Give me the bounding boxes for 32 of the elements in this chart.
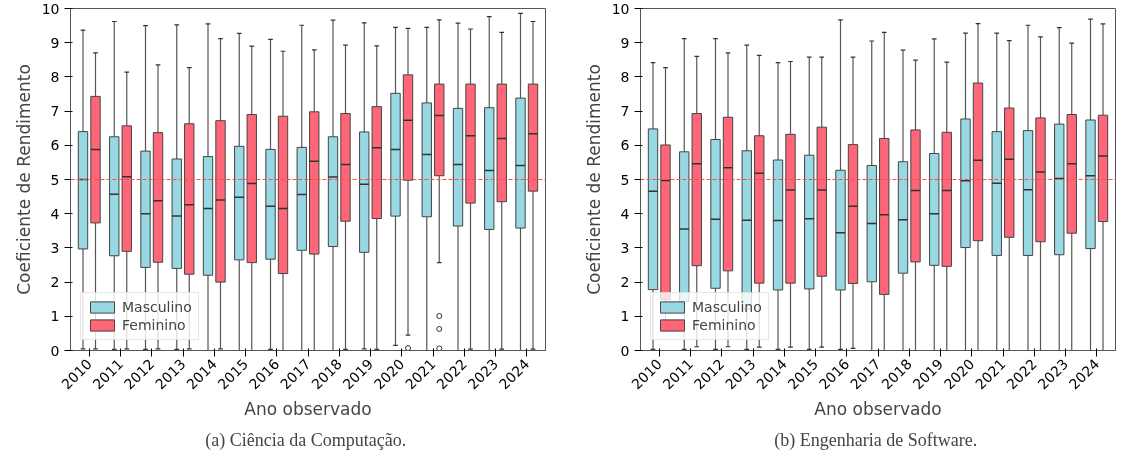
- y-tick-label: 5: [620, 171, 630, 188]
- y-axis-title: Coeficiente de Rendimento: [583, 64, 604, 295]
- y-tick-label: 6: [50, 137, 60, 154]
- legend-label: Feminino: [122, 317, 186, 333]
- legend-label: Masculino: [692, 299, 762, 315]
- text: (b) Engenharia de Software.: [774, 429, 978, 451]
- x-axis-title: Ano observado: [814, 398, 942, 419]
- y-tick-label: 8: [50, 68, 60, 85]
- legend-label: Masculino: [122, 299, 192, 315]
- y-tick-label: 3: [50, 239, 60, 256]
- y-tick-label: 10: [41, 0, 60, 17]
- y-tick-label: 2: [620, 274, 630, 291]
- legend-label: Feminino: [692, 317, 756, 333]
- y-tick-label: 4: [50, 205, 60, 222]
- y-tick-label: 3: [620, 239, 630, 256]
- y-tick-label: 8: [620, 68, 630, 85]
- y-tick-label: 9: [620, 34, 630, 51]
- y-tick-label: 6: [620, 137, 630, 154]
- y-tick-label: 5: [50, 171, 60, 188]
- y-tick-label: 9: [50, 34, 60, 51]
- y-tick-label: 7: [620, 103, 630, 120]
- y-tick-label: 1: [620, 308, 630, 325]
- y-tick-label: 7: [50, 103, 60, 120]
- y-tick-label: 1: [50, 308, 60, 325]
- y-tick-label: 2: [50, 274, 60, 291]
- y-tick-label: 4: [620, 205, 630, 222]
- y-tick-label: 0: [50, 342, 60, 359]
- x-axis-title: Ano observado: [244, 398, 372, 419]
- y-tick-label: 10: [611, 0, 630, 17]
- y-axis-title: Coeficiente de Rendimento: [13, 64, 34, 295]
- text: (a) Ciência da Computação.: [205, 429, 407, 451]
- y-tick-label: 0: [620, 342, 630, 359]
